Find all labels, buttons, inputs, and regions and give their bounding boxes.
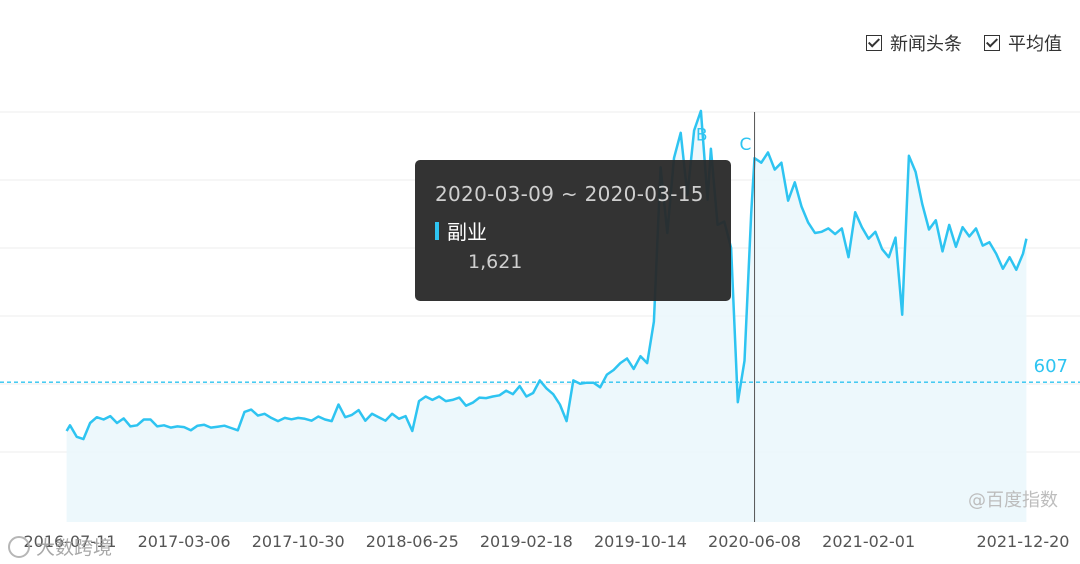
- annotation-b: B: [696, 126, 708, 146]
- legend-label: 新闻头条: [890, 34, 962, 55]
- legend-item-news[interactable]: 新闻头条: [866, 30, 962, 56]
- tooltip-date-range: 2020-03-09 ~ 2020-03-15: [435, 182, 704, 206]
- x-tick-label: 2019-10-14: [594, 532, 687, 551]
- tooltip-series-row: 副业: [435, 216, 711, 245]
- series-color-marker: [435, 221, 439, 240]
- x-tick-label: 2021-02-01: [822, 532, 915, 551]
- series-area: [66, 110, 1027, 523]
- series-line[interactable]: [65, 109, 1028, 441]
- tooltip-value: 1,621: [468, 251, 523, 273]
- checkbox-checked-icon[interactable]: [984, 35, 1000, 51]
- corner-watermark: 大数跨境: [8, 533, 112, 560]
- annotation-c: C: [740, 135, 752, 155]
- x-tick-label: 2020-06-08: [708, 532, 801, 551]
- baidu-index-watermark: @百度指数: [968, 490, 1058, 511]
- legend-label: 平均值: [1008, 34, 1062, 55]
- x-tick-label: 2017-10-30: [252, 532, 345, 551]
- tooltip-series-name: 副业: [447, 220, 487, 244]
- checkbox-checked-icon[interactable]: [866, 35, 882, 51]
- x-tick-label: 2018-06-25: [366, 532, 459, 551]
- tooltip: 2020-03-09 ~ 2020-03-15 副业 1,621: [415, 160, 731, 301]
- x-tick-label: 2016-07-11: [24, 532, 117, 551]
- legend: 新闻头条 平均值: [866, 30, 1062, 56]
- legend-item-average[interactable]: 平均值: [984, 30, 1062, 56]
- x-axis-ticks: 2016-07-11 2017-03-06 2017-10-30 2018-06-25…: [24, 532, 1070, 551]
- average-label: 607: [1034, 356, 1068, 377]
- x-tick-label: 2017-03-06: [138, 532, 231, 551]
- corner-watermark-text: 大数跨境: [36, 537, 113, 559]
- x-tick-label: 2021-12-20: [977, 532, 1070, 551]
- x-tick-label: 2019-02-18: [480, 532, 573, 551]
- watermark-logo-icon: [8, 535, 30, 558]
